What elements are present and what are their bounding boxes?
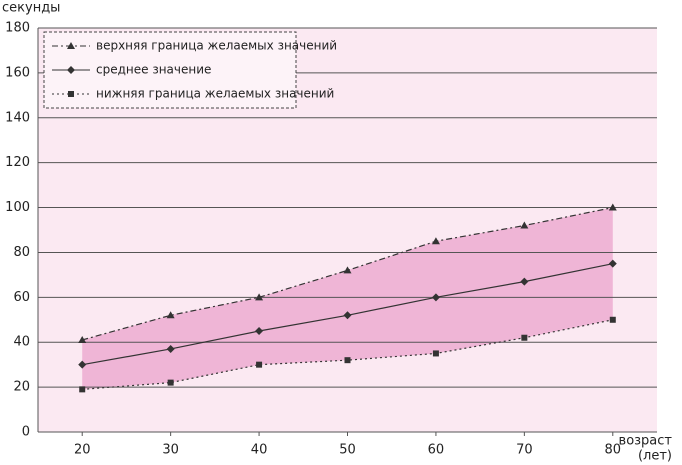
- range-band: [82, 207, 613, 390]
- x-tick-label: 70: [516, 443, 533, 458]
- marker: [166, 311, 175, 319]
- y-tick-label: 140: [5, 110, 30, 125]
- y-tick-label: 120: [5, 155, 30, 170]
- y-tick-label: 40: [13, 335, 30, 350]
- x-tick-label: 50: [339, 443, 356, 458]
- marker: [431, 237, 440, 245]
- marker: [343, 266, 352, 274]
- legend-label: нижняя граница желаемых значений: [96, 87, 334, 101]
- marker: [520, 221, 529, 229]
- marker: [432, 350, 439, 357]
- marker: [431, 293, 440, 302]
- x-tick-label: 30: [162, 443, 179, 458]
- marker: [608, 203, 617, 211]
- marker: [256, 361, 263, 368]
- marker: [608, 259, 617, 268]
- legend-label: среднее значение: [96, 63, 211, 77]
- marker: [167, 379, 174, 386]
- marker: [255, 293, 264, 301]
- y-tick-label: 60: [13, 290, 30, 305]
- x-tick-label: 20: [74, 443, 91, 458]
- marker: [68, 91, 74, 97]
- marker: [343, 311, 352, 320]
- marker: [78, 360, 87, 369]
- y-tick-label: 80: [13, 245, 30, 260]
- marker: [344, 357, 351, 364]
- marker: [520, 277, 529, 286]
- marker: [521, 334, 528, 341]
- x-tick-label: 40: [251, 443, 268, 458]
- x-tick-label: 60: [428, 443, 445, 458]
- legend-box: [43, 31, 297, 109]
- y-axis-label: секунды: [2, 1, 60, 16]
- marker: [255, 327, 264, 335]
- x-axis-label: возраст: [619, 434, 673, 449]
- marker: [78, 335, 87, 343]
- marker: [67, 66, 75, 74]
- marker: [609, 316, 616, 323]
- legend-label: верхняя граница желаемых значений: [96, 39, 337, 53]
- marker: [166, 344, 175, 353]
- y-tick-label: 20: [13, 380, 30, 395]
- legend: верхняя граница желаемых значений среднее…: [43, 31, 337, 109]
- marker: [67, 42, 75, 49]
- x-axis-unit: (лет): [638, 449, 672, 464]
- y-tick-label: 160: [5, 65, 30, 80]
- marker: [79, 386, 86, 393]
- x-tick-label: 80: [605, 443, 622, 458]
- y-tick-label: 180: [5, 21, 30, 36]
- y-tick-label: 100: [5, 200, 30, 215]
- y-tick-label: 0: [22, 425, 30, 440]
